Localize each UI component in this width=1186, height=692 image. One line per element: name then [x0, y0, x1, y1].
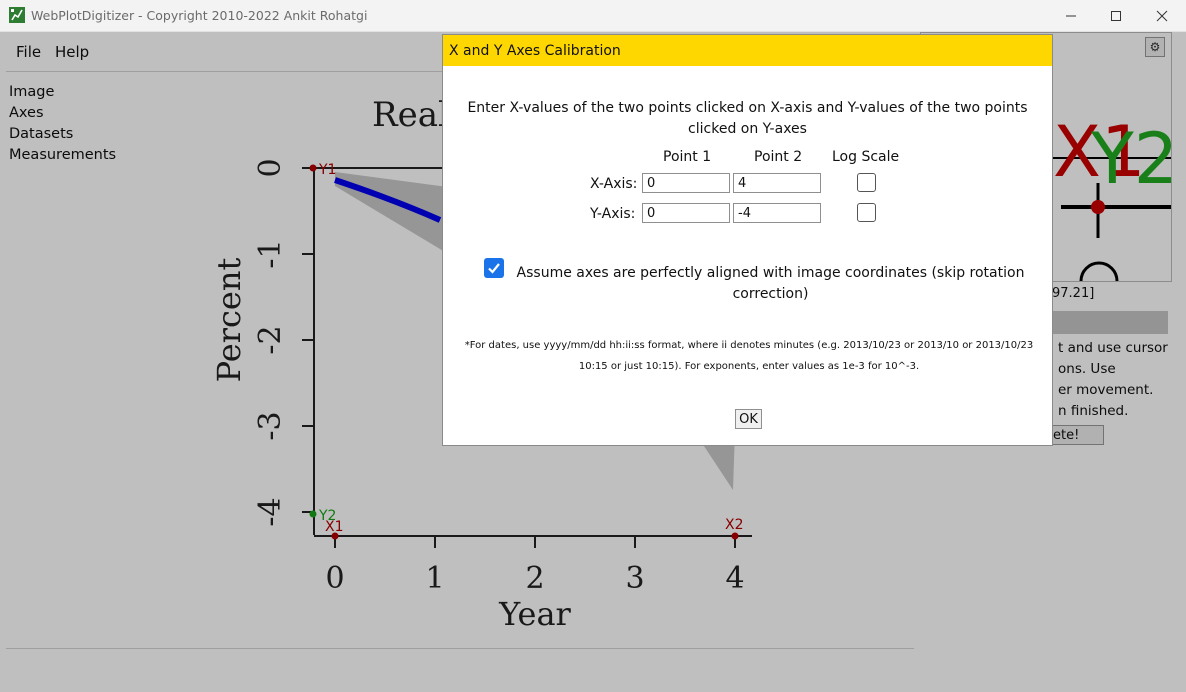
column-header-log-scale: Log Scale [832, 149, 900, 165]
calibration-point-x2 [731, 532, 739, 540]
column-header-point1: Point 1 [663, 149, 712, 165]
y1-value-input[interactable] [642, 203, 730, 223]
x1-value-input[interactable] [642, 173, 730, 193]
calibration-point-y2 [309, 510, 317, 518]
panel-header-bar [1046, 311, 1168, 334]
menu-file[interactable]: File [16, 43, 42, 61]
x-tick-label: 4 [725, 561, 744, 596]
x-tick-label: 3 [625, 561, 644, 596]
menu-help[interactable]: Help [55, 43, 90, 61]
y-tick-label: 0 [253, 158, 288, 177]
plot-title: Real [372, 95, 449, 135]
close-button[interactable] [1139, 0, 1185, 31]
x-tick-label: 0 [325, 561, 344, 596]
x-tick-label: 1 [425, 561, 444, 596]
instruction-line: er movement. [1058, 382, 1154, 398]
calibration-point-y1 [309, 164, 317, 172]
app-icon [9, 7, 25, 23]
checkmark-icon [488, 263, 500, 274]
zoom-x1-label: X1 [1053, 111, 1146, 193]
sidebar-item-measurements[interactable]: Measurements [9, 147, 117, 163]
sidebar-item-axes[interactable]: Axes [9, 105, 44, 121]
y-tick-label: -2 [253, 325, 288, 354]
x2-value-input[interactable] [733, 173, 821, 193]
column-header-point2: Point 2 [754, 149, 803, 165]
title-bar: WebPlotDigitizer - Copyright 2010-2022 A… [0, 0, 1186, 32]
assume-aligned-checkbox[interactable] [484, 258, 504, 278]
sidebar-item-datasets[interactable]: Datasets [9, 126, 74, 142]
assume-aligned-label: Assume axes are perfectly aligned with i… [516, 265, 1025, 302]
dialog-note: *For dates, use yyyy/mm/dd hh:ii:ss form… [464, 340, 1034, 372]
zoom-y2-label: Y2 [1090, 118, 1171, 200]
calibration-label-x2: X2 [725, 517, 744, 533]
calibration-point-x1 [331, 532, 339, 540]
minimize-button[interactable] [1048, 0, 1094, 31]
x-tick-label: 2 [525, 561, 544, 596]
series-line [334, 177, 442, 223]
calibration-label-x1: X1 [325, 519, 344, 535]
instruction-line: t and use cursor [1058, 340, 1168, 356]
x-axis-label: X-Axis: [590, 176, 638, 192]
x-axis-title: Year [498, 595, 571, 633]
cursor-coordinates: 97.21] [1052, 286, 1095, 301]
y-tick-label: -3 [253, 411, 288, 440]
ok-button[interactable]: OK [735, 409, 762, 429]
y-tick-label: -4 [253, 497, 288, 526]
dialog-instructions: Enter X-values of the two points clicked… [467, 100, 1028, 137]
y-log-scale-checkbox[interactable] [857, 203, 876, 222]
dialog-header: X and Y Axes Calibration [443, 35, 1052, 66]
calibration-label-y2: Y2 [318, 508, 336, 524]
gear-icon[interactable]: ⚙ [1145, 37, 1165, 57]
dialog-title: X and Y Axes Calibration [449, 43, 621, 59]
instruction-line: ons. Use [1058, 361, 1116, 377]
y-axis-title: Percent [210, 258, 248, 383]
bottom-divider [6, 648, 914, 649]
y-tick-label: -1 [253, 239, 288, 268]
calibration-label-y1: Y1 [318, 162, 336, 178]
maximize-button[interactable] [1093, 0, 1139, 31]
y2-value-input[interactable] [733, 203, 821, 223]
y-axis-label: Y-Axis: [590, 206, 636, 222]
calibration-dialog: X and Y Axes Calibration Enter X-values … [442, 34, 1053, 446]
window-title: WebPlotDigitizer - Copyright 2010-2022 A… [31, 8, 368, 23]
x-log-scale-checkbox[interactable] [857, 173, 876, 192]
instruction-line: n finished. [1058, 403, 1129, 419]
sidebar-item-image[interactable]: Image [9, 84, 55, 100]
